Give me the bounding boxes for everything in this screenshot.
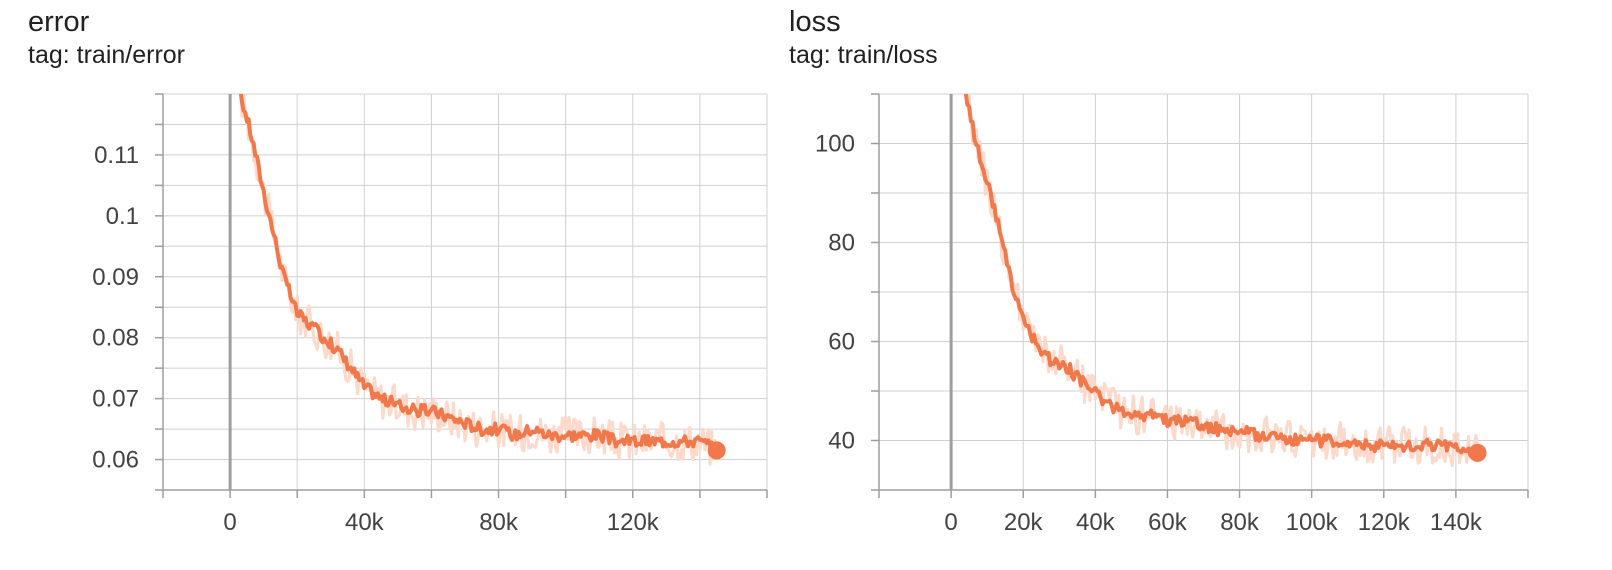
x-tick-label: 100k bbox=[1286, 509, 1339, 536]
raw-series-line bbox=[239, 94, 719, 466]
x-tick-label: 0 bbox=[223, 509, 236, 536]
y-tick-label: 80 bbox=[828, 230, 855, 257]
x-tick-label: 80k bbox=[479, 509, 519, 536]
error-chart-title: error bbox=[28, 6, 90, 38]
y-tick-label: 0.09 bbox=[92, 264, 139, 291]
x-tick-label: 60k bbox=[1148, 509, 1188, 536]
x-tick-label: 40k bbox=[345, 509, 385, 536]
x-tick-label: 0 bbox=[944, 509, 957, 536]
y-tick-label: 100 bbox=[815, 131, 855, 158]
error-chart-tag: tag: train/error bbox=[28, 41, 186, 69]
x-tick-label: 140k bbox=[1430, 509, 1483, 536]
smoothed-series-line bbox=[238, 94, 719, 457]
plot-area bbox=[963, 94, 1480, 468]
smoothed-series-line bbox=[963, 94, 1480, 460]
y-tick-label: 0.1 bbox=[106, 203, 139, 230]
loss-chart: 0 20k 40k 60k 80k 100k 120k 140k 40 60 80 100 bbox=[815, 93, 1529, 536]
x-tick-label: 40k bbox=[1076, 509, 1116, 536]
last-point-marker bbox=[1468, 443, 1487, 462]
x-tick-label: 80k bbox=[1220, 509, 1260, 536]
x-tick-label: 20k bbox=[1004, 509, 1044, 536]
last-point-marker bbox=[707, 441, 726, 460]
plot-area bbox=[238, 94, 719, 466]
y-tick-label: 0.06 bbox=[92, 447, 139, 474]
error-chart: 0 40k 80k 120k 0.06 0.07 0.08 0.09 0.1 0.11 bbox=[92, 93, 768, 536]
y-tick-label: 40 bbox=[828, 428, 855, 455]
raw-series-line bbox=[967, 94, 1479, 468]
y-tick-label: 0.11 bbox=[94, 142, 139, 169]
x-tick-label: 120k bbox=[1358, 509, 1411, 536]
loss-chart-title: loss bbox=[789, 6, 841, 38]
y-tick-label: 0.07 bbox=[92, 386, 139, 413]
y-tick-label: 0.08 bbox=[92, 325, 139, 352]
x-tick-label: 120k bbox=[607, 509, 660, 536]
y-tick-label: 60 bbox=[828, 329, 855, 356]
loss-chart-tag: tag: train/loss bbox=[789, 41, 938, 69]
